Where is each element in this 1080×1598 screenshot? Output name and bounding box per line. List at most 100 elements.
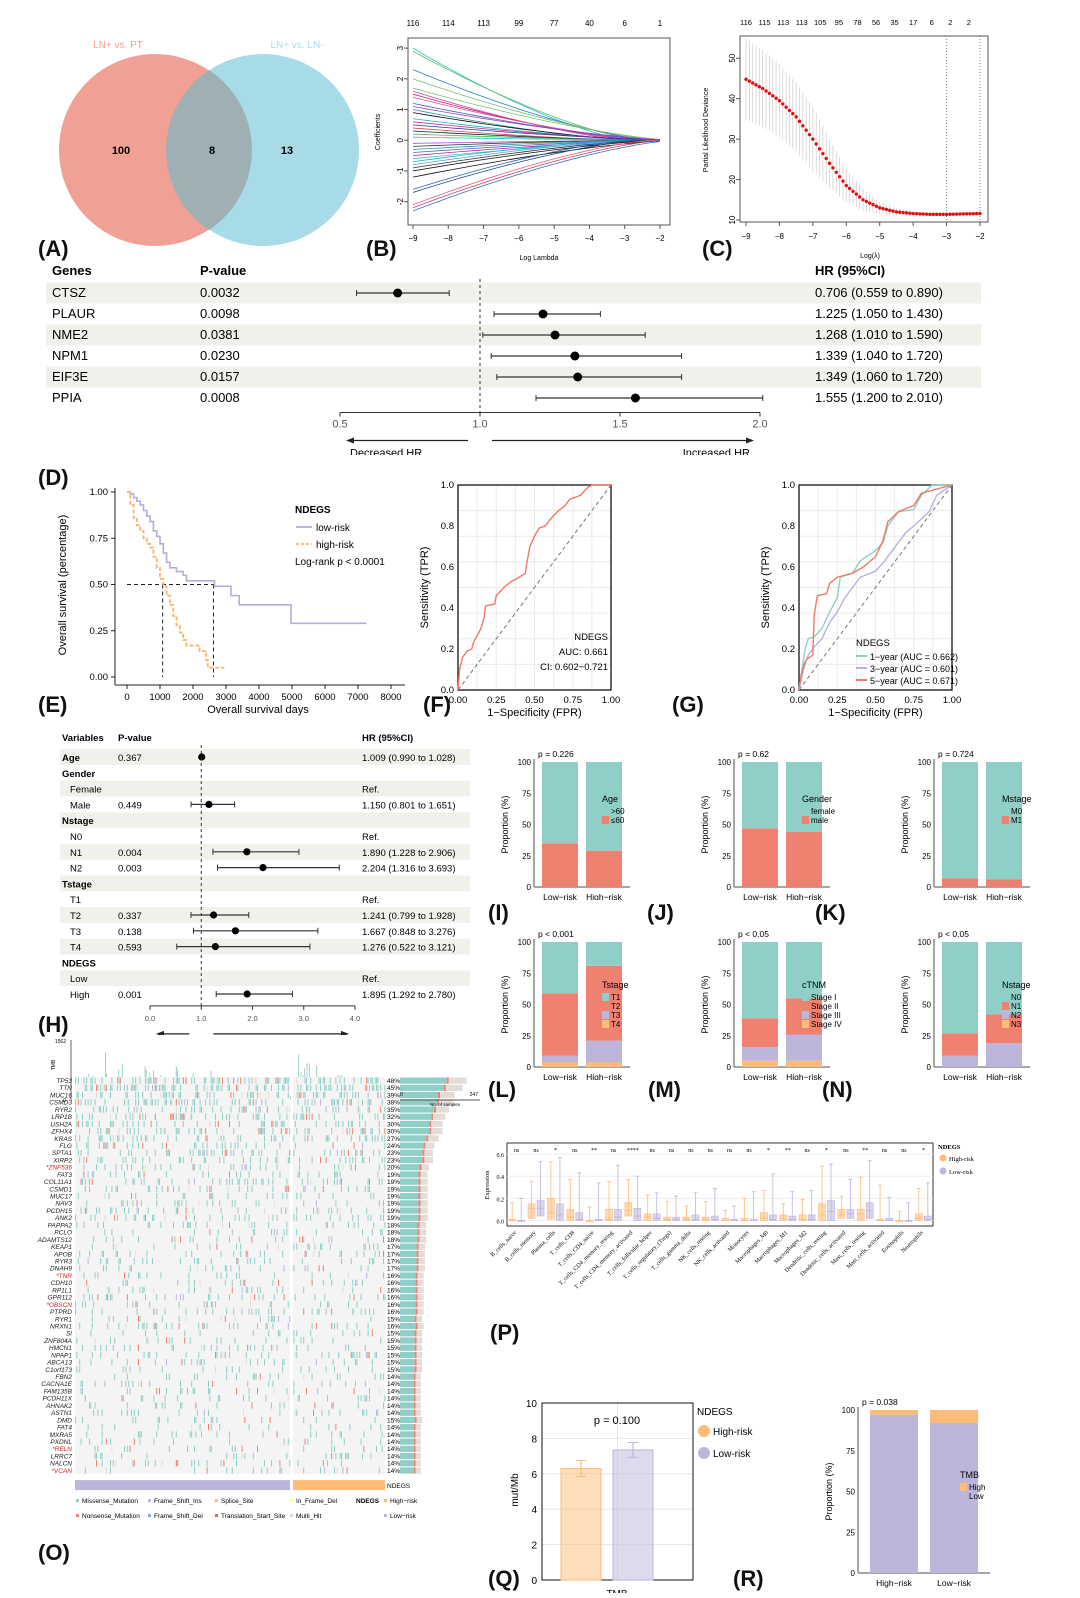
box-iqr — [760, 1212, 768, 1221]
x-tick-label: −5 — [550, 234, 560, 243]
mutation-cell — [108, 1193, 110, 1200]
mutation-cell — [374, 1373, 376, 1380]
mutation-cell — [196, 1258, 198, 1265]
mutation-cell — [136, 1207, 138, 1214]
mutation-cell — [196, 1135, 198, 1142]
mutation-cell — [383, 1113, 384, 1120]
mutation-cell — [79, 1265, 81, 1272]
mutation-cell — [181, 1402, 183, 1409]
mutation-cell — [299, 1171, 300, 1178]
annotation-high-risk — [293, 1480, 385, 1491]
mutation-cell — [353, 1221, 355, 1229]
mutation-cell — [174, 1120, 176, 1128]
mutation-cell — [153, 1322, 155, 1330]
mutation-cell — [139, 1315, 141, 1322]
mutation-cell — [111, 1207, 113, 1214]
row-name: N1 — [70, 848, 82, 859]
y-axis-label: Proportion (%) — [500, 795, 510, 853]
mutation-cell — [132, 1113, 134, 1120]
diagonal-reference — [457, 484, 612, 691]
mutation-cell — [272, 1380, 274, 1387]
mutation-cell — [198, 1135, 200, 1142]
side-bar-multihit — [421, 1164, 429, 1171]
mutation-cell — [307, 1128, 309, 1135]
side-bar-missense — [400, 1294, 416, 1301]
mutation-cell — [257, 1091, 258, 1099]
mutation-cell — [308, 1243, 310, 1250]
mutation-cell — [149, 1077, 151, 1084]
mutation-cell — [161, 1142, 163, 1149]
mutation-cell — [135, 1214, 137, 1221]
mutation-cell — [251, 1286, 253, 1294]
mutation-cell — [82, 1301, 83, 1308]
mutation-cell — [192, 1149, 194, 1156]
mutation-cell — [380, 1214, 382, 1221]
row-name: Female — [70, 785, 102, 796]
mutation-cell — [216, 1077, 218, 1084]
mutation-cell — [364, 1344, 366, 1351]
deviance-point — [847, 186, 852, 191]
mutation-cell — [378, 1164, 380, 1171]
mutation-cell — [328, 1135, 330, 1142]
coefficient-path — [412, 87, 661, 140]
mutation-cell — [178, 1322, 180, 1330]
mutation-cell — [297, 1171, 299, 1178]
mutation-cell — [224, 1279, 226, 1286]
mutation-cell — [91, 1077, 93, 1084]
mutation-cell — [268, 1330, 270, 1337]
panel-h-forest-clinical: Variables P-value HR (95%CI) Age 0.367 1.009 … — [0, 725, 470, 1052]
x-axis-label: Log Lambda — [520, 255, 559, 262]
row-shade — [60, 749, 470, 765]
mutation-cell — [268, 1315, 270, 1322]
mutation-cell — [126, 1359, 128, 1366]
mutation-cell — [250, 1091, 251, 1099]
mutation-cell — [110, 1294, 111, 1301]
mutation-cell — [121, 1395, 123, 1402]
mutation-cell — [377, 1243, 379, 1250]
survival-curve-high-risk — [127, 491, 225, 669]
side-bar-nonsense — [415, 1272, 418, 1279]
panel-label-g: (G) — [672, 692, 704, 717]
x-tick-label: High−risk — [876, 1578, 912, 1588]
mutation-cell — [356, 1351, 358, 1359]
mutation-cell — [254, 1373, 256, 1380]
side-bar-multihit — [424, 1149, 434, 1156]
side-bar-nonsense — [431, 1113, 434, 1120]
mutation-cell — [226, 1366, 228, 1373]
mutation-cell — [135, 1077, 137, 1084]
mutation-cell — [229, 1294, 230, 1301]
mutation-cell — [94, 1337, 96, 1344]
y-tick-label: 0 — [851, 1569, 856, 1578]
mutation-cell — [175, 1113, 177, 1120]
mutation-cell — [210, 1445, 212, 1452]
bar-segment->60 — [542, 762, 578, 844]
y-tick-label: 0.8 — [782, 521, 795, 532]
mutation-cell — [346, 1467, 348, 1474]
mutation-cell — [164, 1128, 166, 1135]
mutation-cell — [216, 1128, 218, 1135]
mutation-cell — [286, 1221, 288, 1229]
mutation-cell — [152, 1258, 153, 1265]
mutation-cell — [142, 1113, 144, 1120]
mutation-cell — [198, 1149, 200, 1156]
mutation-cell — [350, 1351, 352, 1359]
mutation-cell — [156, 1351, 158, 1359]
panel-label-l: (L) — [488, 1077, 517, 1102]
tmb-bar — [105, 1052, 106, 1100]
mutation-cell — [125, 1380, 127, 1387]
mutation-cell — [157, 1099, 159, 1106]
mutation-cell — [265, 1395, 267, 1402]
mutation-cell — [264, 1250, 265, 1257]
side-bar-multihit — [440, 1091, 455, 1099]
mutation-cell — [203, 1149, 205, 1156]
mutation-cell — [282, 1366, 284, 1373]
gene-percent: 18% — [387, 1237, 400, 1244]
side-bar-nonsense — [418, 1207, 421, 1214]
mutation-cell — [125, 1156, 127, 1164]
row-hr-text: 1.895 (1.292 to 2.780) — [362, 990, 456, 1001]
header-pvalue: P-value — [200, 263, 246, 278]
side-bar-multihit — [415, 1395, 421, 1402]
top-tick-label: 99 — [514, 19, 523, 28]
mutation-cell — [383, 1214, 384, 1221]
legend-swatch — [215, 1499, 218, 1503]
